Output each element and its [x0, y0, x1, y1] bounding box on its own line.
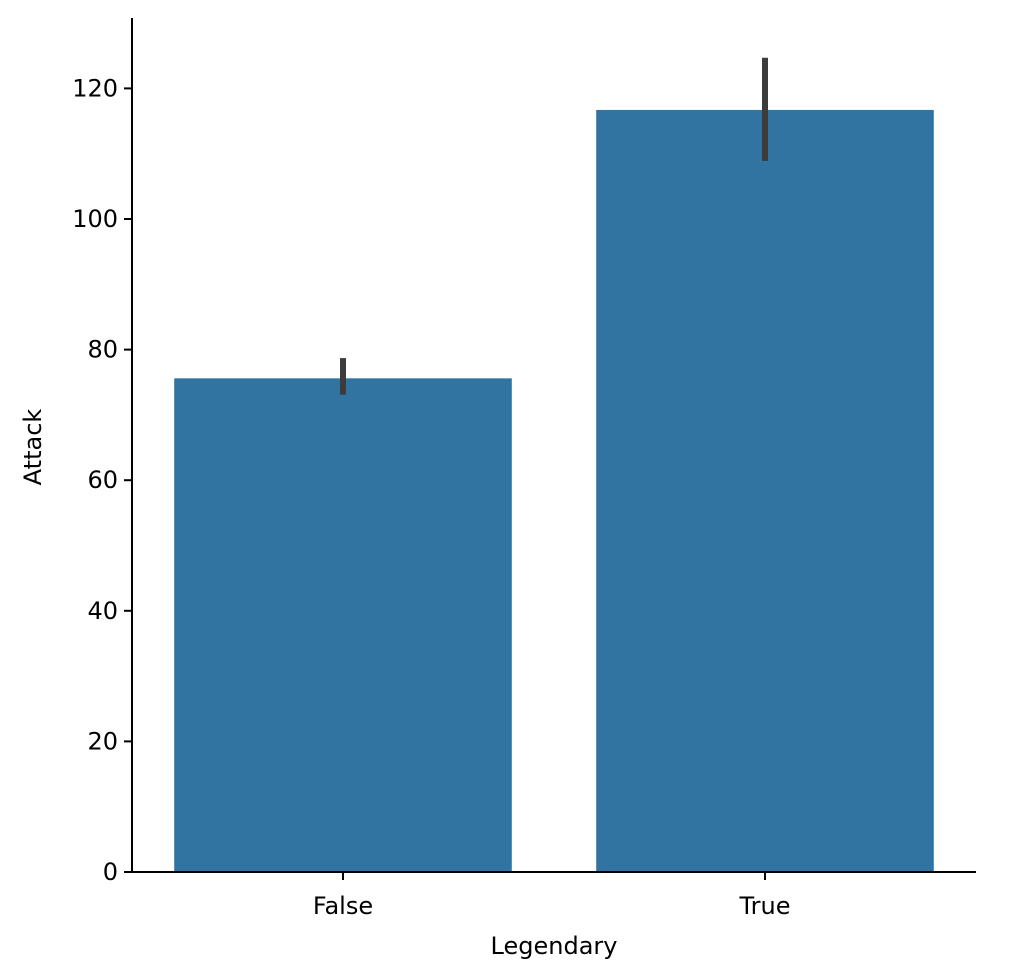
y-tick-label-40: 40 [87, 597, 118, 625]
x-ticks-group: False True [313, 872, 791, 920]
bar-false [174, 378, 512, 872]
y-ticks-group: 0 20 40 60 80 100 120 [72, 74, 132, 886]
y-tick-label-0: 0 [103, 858, 118, 886]
y-tick-label-20: 20 [87, 727, 118, 755]
bars-group [174, 109, 934, 873]
x-tick-label-false: False [313, 892, 373, 920]
errorbars-group [340, 57, 768, 395]
y-tick-label-100: 100 [72, 205, 118, 233]
y-tick-label-120: 120 [72, 74, 118, 102]
bar-true [596, 109, 934, 873]
x-axis-label: Legendary [491, 932, 618, 960]
y-tick-label-60: 60 [87, 466, 118, 494]
y-axis-label: Attack [19, 409, 47, 486]
x-tick-label-true: True [739, 892, 791, 920]
y-tick-label-80: 80 [87, 336, 118, 364]
axes-group [131, 18, 976, 873]
